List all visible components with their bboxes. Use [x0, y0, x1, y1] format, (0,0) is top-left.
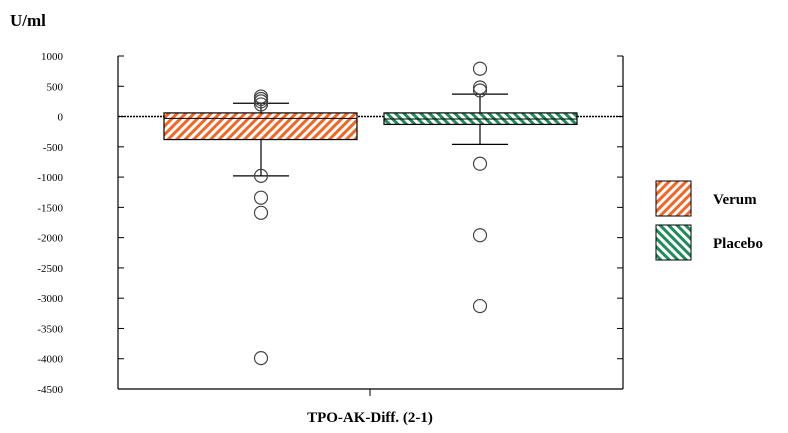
outlier-point — [472, 228, 488, 243]
outlier-point — [472, 61, 488, 76]
y-tick-label: -4000 — [37, 354, 63, 366]
outlier-point — [472, 156, 488, 171]
x-axis-label: TPO-AK-Diff. (2-1) — [307, 410, 433, 426]
legend-swatch-placebo — [655, 224, 692, 261]
unit-label: U/ml — [10, 11, 46, 30]
iqr-box — [163, 112, 358, 141]
outlier-point — [472, 83, 488, 98]
outlier-point — [472, 298, 488, 314]
outlier-point — [472, 80, 488, 95]
outlier-point — [253, 168, 269, 183]
box-placebo — [383, 61, 578, 314]
legend-label-verum: Verum — [713, 192, 757, 208]
legend-label-placebo: Placebo — [713, 236, 763, 252]
outlier-point — [253, 190, 269, 205]
y-tick-label: -1000 — [37, 172, 63, 184]
y-axis-ticks: 1000 500 0 -500 -1000 -1500 -2000 -2500 -3000 -35… — [37, 51, 623, 396]
outlier-point — [253, 205, 269, 220]
outlier-point — [253, 94, 269, 109]
y-tick-label: -1500 — [37, 202, 63, 214]
y-tick-label: -2000 — [37, 233, 63, 245]
outlier-point — [253, 97, 269, 112]
y-tick-label: 1000 — [41, 51, 64, 63]
box-verum — [163, 89, 358, 366]
y-tick-label: -500 — [43, 142, 64, 154]
y-tick-label: 0 — [58, 112, 64, 124]
y-tick-label: -4500 — [37, 384, 63, 396]
outlier-point — [253, 351, 269, 366]
y-tick-label: 500 — [47, 81, 64, 93]
y-tick-label: -2500 — [37, 263, 63, 275]
y-tick-label: -3500 — [37, 323, 63, 335]
y-tick-label: -3000 — [37, 293, 63, 305]
legend-swatch-verum — [655, 180, 692, 217]
legend: Verum Placebo — [655, 180, 763, 261]
